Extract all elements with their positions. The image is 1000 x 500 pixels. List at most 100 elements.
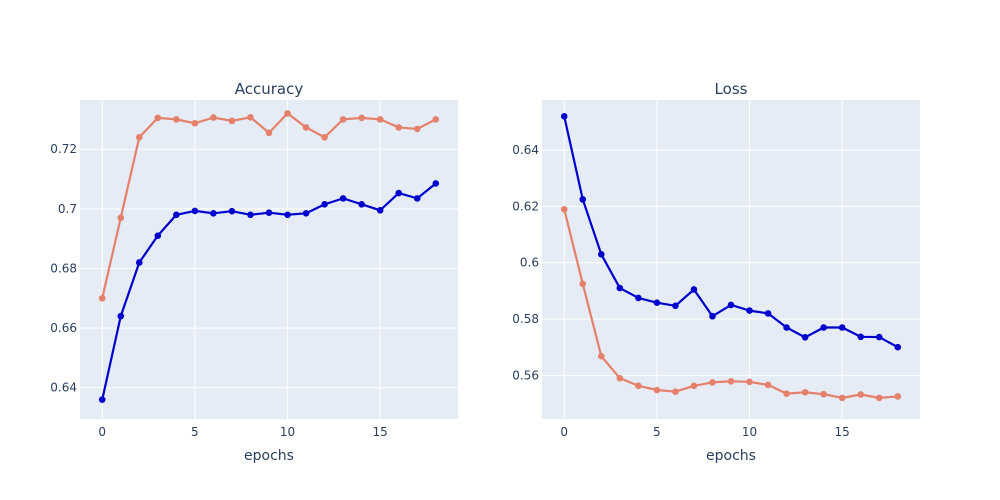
- loss-series-1-point: [635, 382, 642, 390]
- loss-x-axis-title: epochs: [706, 448, 756, 464]
- accuracy-series-2-point: [154, 232, 162, 239]
- accuracy-series-1-point: [247, 113, 254, 121]
- loss-series-1-point: [709, 379, 716, 386]
- accuracy-series-1-point: [135, 133, 143, 141]
- accuracy-y-tick-label: 0.7: [58, 202, 77, 216]
- loss-series-2-point: [801, 334, 809, 341]
- accuracy-x-axis-title: epochs: [244, 448, 294, 464]
- loss-series-1-point: [820, 390, 827, 398]
- loss-x-tick-label: 0: [560, 425, 568, 439]
- loss-series-1-point: [616, 374, 624, 382]
- loss-series-2-point: [560, 113, 568, 120]
- accuracy-x-tick-label: 10: [280, 425, 295, 439]
- accuracy-x-tick-label: 15: [373, 425, 388, 439]
- loss-panel: 0 5 10 15 0.56 0.58 0.6 0.62 0.64 Loss epochs: [512, 80, 920, 464]
- accuracy-series-1-point: [395, 124, 403, 131]
- accuracy-series-2-point: [247, 211, 254, 219]
- accuracy-series-1-point: [358, 114, 365, 122]
- loss-series-1-point: [727, 377, 735, 385]
- loss-y-tick-label: 0.6: [520, 256, 539, 270]
- loss-series-2-point: [764, 310, 772, 317]
- accuracy-series-1-point: [432, 116, 440, 123]
- accuracy-series-2-point: [358, 201, 365, 208]
- accuracy-series-1-point: [191, 119, 199, 127]
- accuracy-y-tick-label: 0.66: [50, 321, 77, 335]
- loss-y-tick-label: 0.62: [512, 199, 539, 213]
- accuracy-series-1-point: [154, 114, 162, 122]
- loss-series-1-point: [746, 378, 753, 386]
- loss-series-2-point: [820, 324, 827, 331]
- accuracy-y-tick-label: 0.68: [50, 261, 77, 275]
- loss-series-1-point: [579, 280, 587, 288]
- accuracy-series-1-point: [302, 124, 310, 131]
- accuracy-series-2-point: [284, 211, 291, 219]
- loss-series-1-point: [857, 391, 865, 398]
- accuracy-panel: 0 5 10 15 0.64 0.66 0.68 0.7 0.72 Accuracy epochs: [50, 80, 458, 464]
- accuracy-series-2-point: [98, 396, 106, 403]
- loss-series-1-point: [801, 388, 809, 396]
- loss-series-1-point: [672, 388, 679, 395]
- accuracy-series-2-point: [265, 209, 273, 216]
- accuracy-series-2-point: [339, 195, 347, 202]
- accuracy-x-tick-label: 0: [98, 425, 106, 439]
- accuracy-series-2-point: [413, 195, 421, 202]
- accuracy-series-1-point: [284, 110, 291, 117]
- accuracy-x-tick-label: 5: [191, 425, 199, 439]
- accuracy-series-2-point: [173, 211, 180, 219]
- accuracy-y-tick-label: 0.72: [50, 142, 77, 156]
- accuracy-series-1-point: [376, 116, 384, 123]
- loss-y-tick-label: 0.64: [512, 143, 539, 157]
- accuracy-series-2-point: [302, 209, 310, 217]
- accuracy-series-1-point: [98, 294, 106, 302]
- accuracy-title: Accuracy: [235, 80, 304, 98]
- loss-series-2-point: [875, 333, 883, 341]
- loss-series-1-point: [875, 394, 883, 402]
- loss-series-1-point: [764, 381, 772, 389]
- accuracy-series-1-point: [117, 214, 125, 222]
- accuracy-series-1-point: [228, 117, 236, 125]
- accuracy-series-1-point: [321, 133, 328, 141]
- loss-series-2-point: [672, 302, 679, 310]
- accuracy-y-tick-label: 0.64: [50, 381, 77, 395]
- accuracy-series-2-point: [228, 207, 236, 215]
- loss-plot-area: [542, 100, 920, 419]
- accuracy-series-1-point: [413, 125, 421, 133]
- loss-series-1-point: [894, 393, 902, 400]
- accuracy-series-2-point: [432, 180, 440, 187]
- accuracy-series-2-point: [321, 201, 328, 208]
- loss-series-2-point: [783, 324, 790, 331]
- accuracy-series-1-point: [339, 116, 347, 123]
- loss-series-2-point: [579, 196, 587, 203]
- loss-series-1-point: [690, 382, 698, 390]
- accuracy-series-2-point: [376, 207, 384, 214]
- loss-y-tick-label: 0.58: [512, 312, 539, 326]
- loss-series-2-point: [727, 301, 735, 309]
- loss-series-2-point: [894, 343, 902, 351]
- accuracy-series-2-point: [135, 259, 143, 266]
- loss-series-1-point: [560, 205, 568, 213]
- loss-series-2-point: [838, 324, 846, 331]
- accuracy-series-1-point: [265, 129, 273, 137]
- loss-series-2-point: [690, 286, 698, 293]
- accuracy-series-2-point: [395, 189, 403, 197]
- loss-x-tick-label: 10: [742, 425, 757, 439]
- loss-y-tick-label: 0.56: [512, 368, 539, 382]
- loss-series-2-point: [709, 312, 716, 320]
- loss-series-1-point: [783, 390, 790, 397]
- loss-series-2-point: [616, 284, 624, 292]
- accuracy-series-2-point: [210, 209, 217, 217]
- loss-series-1-point: [597, 352, 605, 360]
- loss-title: Loss: [715, 80, 748, 98]
- loss-series-2-point: [597, 250, 605, 258]
- loss-x-tick-label: 15: [835, 425, 850, 439]
- accuracy-series-1-point: [173, 116, 180, 123]
- loss-series-1-point: [838, 394, 846, 402]
- loss-series-1-point: [653, 386, 661, 394]
- loss-series-2-point: [746, 307, 753, 314]
- loss-series-2-point: [857, 333, 865, 341]
- loss-series-2-point: [653, 299, 661, 307]
- accuracy-plot-area: [80, 100, 458, 419]
- accuracy-series-2-point: [117, 312, 125, 320]
- accuracy-series-2-point: [191, 207, 199, 215]
